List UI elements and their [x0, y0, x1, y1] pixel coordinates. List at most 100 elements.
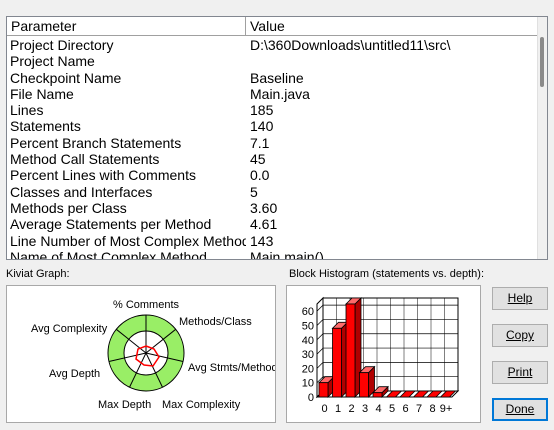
table-row[interactable]: Percent Branch Statements 7.1 — [7, 135, 539, 151]
table-row[interactable]: Average Statements per Method 4.61 — [7, 216, 539, 232]
histogram-label: Block Histogram (statements vs. depth): — [289, 268, 485, 280]
value-cell: 3.60 — [250, 199, 278, 216]
histogram-x-tick-label: 3 — [362, 403, 368, 415]
done-button[interactable]: Done — [492, 398, 548, 421]
histogram-x-tick-label: 8 — [429, 403, 435, 415]
table-row[interactable]: Method Call Statements 45 — [7, 151, 539, 167]
histogram-x-tick-label: 7 — [416, 403, 422, 415]
value-cell: 185 — [250, 102, 274, 119]
vertical-scrollbar[interactable] — [537, 17, 547, 259]
kiviat-value-polygon — [135, 345, 160, 367]
histogram-bar — [318, 382, 329, 398]
table-row[interactable]: Project Directory D:\360Downloads\untitle… — [7, 37, 539, 53]
table-row[interactable]: Methods per Class 3.60 — [7, 200, 539, 216]
parameter-cell: Classes and Interfaces — [10, 183, 153, 200]
table-row[interactable]: File Name Main.java — [7, 86, 539, 102]
histogram-bar — [399, 390, 416, 398]
table-body: Project Directory D:\360Downloads\untitle… — [7, 37, 539, 260]
kiviat-axis-label: Avg Stmts/Method — [188, 362, 275, 374]
table-header: Parameter Value — [7, 17, 539, 36]
metrics-table[interactable]: Parameter Value Project Directory D:\360D… — [6, 16, 548, 260]
histogram-bar — [332, 327, 342, 398]
value-cell — [246, 53, 250, 69]
table-row[interactable]: Line Number of Most Complex Method 143 — [7, 233, 539, 249]
parameter-cell: Name of Most Complex Method — [10, 248, 207, 260]
table-row[interactable]: Classes and Interfaces 5 — [7, 184, 539, 200]
kiviat-axis-label: Max Depth — [98, 399, 151, 411]
histogram-x-tick-label: 9+ — [440, 403, 453, 415]
kiviat-spoke — [108, 352, 147, 362]
value-cell: Main.java — [250, 85, 310, 102]
histogram-y-tick-label: 40 — [302, 335, 314, 347]
parameter-cell: File Name — [10, 85, 74, 102]
parameter-cell: Methods per Class — [10, 199, 127, 216]
histogram-x-tick-label: 5 — [389, 403, 395, 415]
value-cell: 7.1 — [250, 134, 270, 151]
value-cell: 140 — [250, 118, 274, 135]
parameter-cell: Project Name — [10, 53, 95, 70]
histogram-x-tick-label: 0 — [321, 403, 327, 415]
kiviat-axis-label: % Comments — [113, 299, 180, 311]
kiviat-graph-label: Kiviat Graph: — [6, 268, 70, 280]
kiviat-axis-label: Methods/Class — [179, 316, 252, 328]
histogram-x-tick-label: 2 — [348, 403, 354, 415]
parameter-cell: Line Number of Most Complex Method — [10, 232, 246, 249]
histogram-gridline — [316, 333, 324, 341]
histogram-y-tick-label: 60 — [302, 306, 314, 318]
column-header-parameter[interactable]: Parameter — [7, 17, 246, 35]
copy-button[interactable]: Copy — [492, 324, 548, 347]
value-cell: 5 — [250, 183, 258, 200]
value-cell: 143 — [250, 232, 274, 249]
table-row[interactable]: Lines 185 — [7, 102, 539, 118]
histogram-bar — [372, 392, 383, 398]
histogram-bar — [426, 390, 443, 398]
table-row[interactable]: Name of Most Complex Method Main.main() — [7, 248, 539, 260]
column-header-value[interactable]: Value — [246, 17, 539, 35]
table-row[interactable]: Project Name — [7, 53, 539, 69]
histogram-x-tick-label: 1 — [335, 403, 341, 415]
parameter-cell: Project Directory — [10, 37, 114, 53]
histogram-bar — [439, 390, 457, 398]
histogram-gridline — [316, 376, 324, 383]
table-row[interactable]: Checkpoint Name Baseline — [7, 70, 539, 86]
histogram-y-tick-label: 0 — [308, 392, 314, 404]
value-cell: Baseline — [250, 69, 304, 86]
scrollbar-thumb[interactable] — [540, 37, 544, 87]
parameter-cell: Checkpoint Name — [10, 69, 122, 86]
parameter-cell: Average Statements per Method — [10, 216, 212, 233]
parameter-cell: Percent Branch Statements — [10, 134, 182, 151]
histogram-x-tick-label: 4 — [375, 403, 381, 415]
histogram-gridline — [316, 304, 324, 312]
kiviat-svg: % Comments Methods/Class Avg Stmts/Method M… — [31, 299, 278, 411]
value-cell: D:\360Downloads\untitled11\src\ — [250, 37, 451, 53]
parameter-cell: Statements — [10, 118, 81, 135]
histogram-gridline — [316, 362, 324, 369]
kiviat-axis-label: Avg Depth — [49, 368, 100, 380]
table-row[interactable]: Percent Lines with Comments 0.0 — [7, 167, 539, 183]
kiviat-axis-label: Avg Complexity — [31, 323, 108, 335]
value-cell: 4.61 — [250, 216, 278, 233]
print-button[interactable]: Print — [492, 361, 548, 384]
block-histogram: 0 10 20 30 40 50 60 0 1 2 3 4 5 6 7 8 9+ — [286, 285, 481, 423]
parameter-cell: Method Call Statements — [10, 151, 160, 168]
parameter-cell: Percent Lines with Comments — [10, 167, 196, 184]
kiviat-spoke — [145, 352, 184, 362]
kiviat-spoke — [115, 328, 147, 354]
kiviat-spoke — [129, 352, 147, 388]
histogram-y-tick-label: 30 — [302, 349, 314, 361]
histogram-y-tick-label: 50 — [302, 320, 314, 332]
kiviat-spoke — [145, 352, 163, 388]
help-button[interactable]: Help — [492, 287, 548, 310]
histogram-bar — [385, 390, 403, 398]
histogram-bar — [412, 390, 430, 398]
parameter-cell: Lines — [10, 102, 44, 119]
histogram-gridline — [316, 347, 324, 355]
histogram-gridline — [316, 319, 324, 326]
histogram-y-tick-label: 20 — [302, 363, 314, 375]
histogram-bar — [345, 303, 356, 398]
table-row[interactable]: Statements 140 — [7, 118, 539, 134]
histogram-y-tick-label: 10 — [302, 378, 314, 390]
histogram-bar — [359, 372, 369, 398]
kiviat-axis-label: Max Complexity — [162, 399, 241, 411]
value-cell: 45 — [250, 151, 266, 168]
